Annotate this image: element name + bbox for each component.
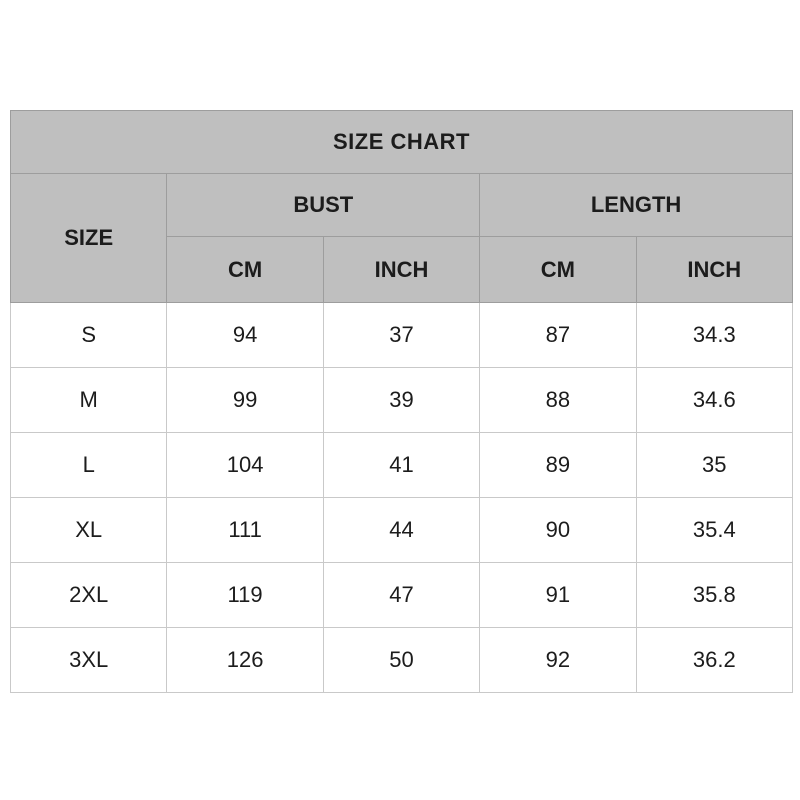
bust-inch-cell: 39 [322, 367, 481, 433]
table-row: S 94 37 87 34.3 [9, 302, 794, 368]
bust-cm-cell: 119 [166, 562, 324, 628]
length-inch-cell: 35.4 [635, 497, 794, 563]
length-cm-cell: 88 [479, 367, 637, 433]
length-cm-cell: 91 [479, 562, 637, 628]
length-inch-cell: 35.8 [635, 562, 794, 628]
size-cell: 3XL [9, 627, 168, 693]
bust-inch-cell: 47 [322, 562, 481, 628]
table-row: XL 111 44 90 35.4 [9, 497, 794, 563]
column-group-bust: BUST [166, 173, 481, 237]
group-header-row: SIZE BUST LENGTH [9, 173, 793, 303]
table-row: M 99 39 88 34.6 [9, 367, 794, 433]
length-inch-cell: 36.2 [635, 627, 794, 693]
bust-inch-cell: 37 [322, 302, 481, 368]
bust-cm-cell: 104 [166, 432, 324, 498]
size-chart-title: SIZE CHART [10, 110, 793, 174]
bust-inch-cell: 44 [322, 497, 481, 563]
table-row: 3XL 126 50 92 36.2 [9, 627, 794, 693]
bust-cm-cell: 99 [166, 367, 324, 433]
size-chart-table: SIZE CHART SIZE BUST LENGTH CM INCH CM I… [9, 110, 794, 693]
length-inch-cell: 35 [635, 432, 794, 498]
size-cell: S [9, 302, 168, 368]
length-cm-cell: 87 [479, 302, 637, 368]
column-header-size: SIZE [9, 173, 168, 303]
table-row: 2XL 119 47 91 35.8 [9, 562, 794, 628]
length-inch-cell: 34.3 [635, 302, 794, 368]
length-cm-cell: 89 [479, 432, 637, 498]
column-header-bust-cm: CM [166, 236, 324, 303]
sub-header-row: CM INCH CM INCH [11, 236, 794, 303]
table-row: L 104 41 89 35 [9, 432, 794, 498]
size-cell: 2XL [9, 562, 168, 628]
size-cell: L [9, 432, 168, 498]
length-cm-cell: 92 [479, 627, 637, 693]
title-row: SIZE CHART [10, 110, 793, 174]
bust-inch-cell: 41 [322, 432, 481, 498]
column-header-length-cm: CM [479, 236, 637, 303]
length-cm-cell: 90 [479, 497, 637, 563]
size-rows: S 94 37 87 34.3 M 99 39 88 34.6 L 104 41 89 35 XL 111 44 9… [9, 302, 794, 693]
length-inch-cell: 34.6 [635, 367, 794, 433]
bust-cm-cell: 126 [166, 627, 324, 693]
size-cell: XL [9, 497, 168, 563]
column-header-bust-inch: INCH [322, 236, 481, 303]
column-group-length: LENGTH [479, 173, 793, 237]
bust-inch-cell: 50 [322, 627, 481, 693]
bust-cm-cell: 111 [166, 497, 324, 563]
bust-cm-cell: 94 [166, 302, 324, 368]
column-header-length-inch: INCH [635, 236, 794, 303]
size-cell: M [9, 367, 168, 433]
